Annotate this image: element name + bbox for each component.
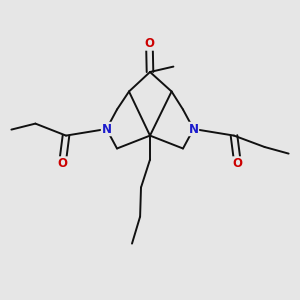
Text: N: N: [101, 122, 112, 136]
Text: O: O: [57, 157, 68, 170]
Text: O: O: [144, 37, 154, 50]
Text: O: O: [232, 157, 243, 170]
Text: N: N: [188, 122, 199, 136]
